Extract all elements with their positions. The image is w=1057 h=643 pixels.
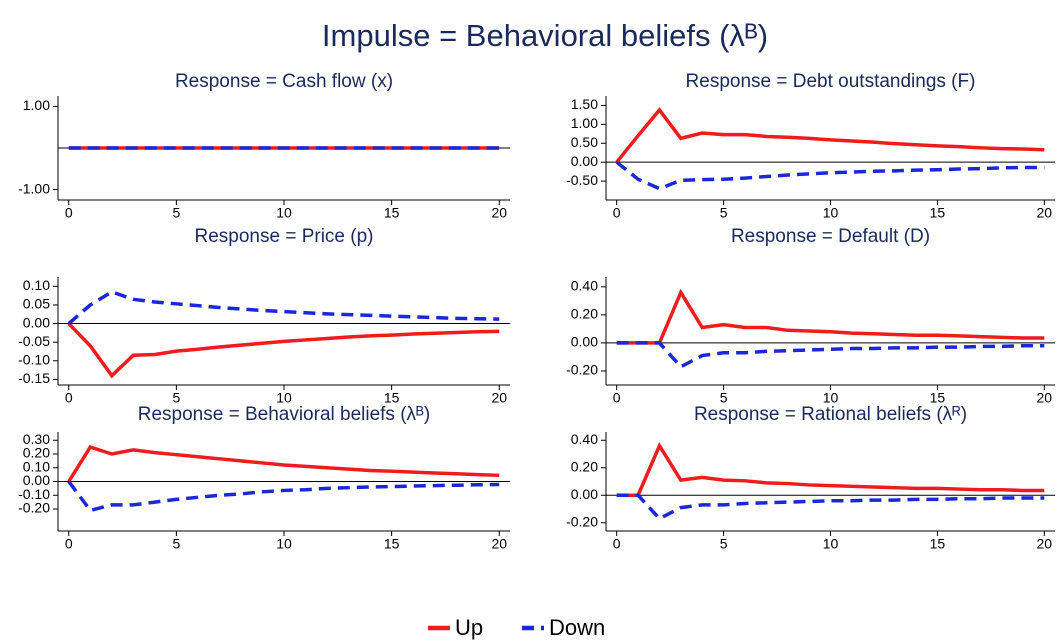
series-line bbox=[67, 322, 500, 379]
x-tick-label: 20 bbox=[1037, 536, 1053, 552]
x-tick-label: 20 bbox=[491, 390, 507, 406]
y-tick-label: 1.50 bbox=[571, 96, 598, 112]
series-line bbox=[67, 289, 500, 325]
y-tick-label: 0.20 bbox=[571, 306, 598, 322]
series-line bbox=[616, 341, 1045, 369]
series-line bbox=[615, 107, 1045, 164]
series-line bbox=[67, 480, 500, 513]
x-tick-label: 10 bbox=[823, 536, 839, 552]
y-tick-label: 0.00 bbox=[571, 334, 598, 350]
x-tick-label: 10 bbox=[823, 390, 839, 406]
y-tick-label: 0.50 bbox=[571, 134, 598, 150]
x-tick-label: 10 bbox=[823, 205, 839, 221]
subplot-title: Response = Debt outstandings (F) bbox=[686, 71, 976, 92]
x-tick-label: 5 bbox=[720, 536, 728, 552]
x-tick-label: 0 bbox=[613, 205, 621, 221]
series-line bbox=[616, 493, 1045, 521]
x-tick-label: 10 bbox=[276, 205, 292, 221]
x-tick-label: 0 bbox=[65, 205, 73, 221]
x-tick-label: 15 bbox=[384, 205, 400, 221]
legend-label: Up bbox=[455, 615, 483, 640]
x-tick-label: 10 bbox=[276, 390, 292, 406]
x-tick-label: 0 bbox=[65, 536, 73, 552]
y-tick-label: 0.30 bbox=[23, 431, 50, 447]
x-tick-label: 15 bbox=[384, 536, 400, 552]
y-tick-label: 0.40 bbox=[571, 278, 598, 294]
x-tick-label: 15 bbox=[930, 390, 946, 406]
y-tick-label: -0.20 bbox=[566, 513, 598, 529]
y-tick-label: 0.20 bbox=[23, 445, 50, 461]
y-tick-label: -0.05 bbox=[18, 333, 50, 349]
x-tick-label: 20 bbox=[1037, 390, 1053, 406]
y-tick-label: -0.20 bbox=[18, 500, 50, 516]
y-tick-label: 0.20 bbox=[571, 458, 598, 474]
x-tick-label: 0 bbox=[613, 536, 621, 552]
y-tick-label: 1.00 bbox=[571, 115, 598, 131]
y-tick-label: 0.05 bbox=[23, 296, 50, 312]
series-line bbox=[615, 160, 1045, 191]
y-tick-label: 0.00 bbox=[23, 472, 50, 488]
subplot-title: Response = Behavioral beliefs (λᴮ) bbox=[138, 404, 431, 425]
subplot-title: Response = Cash flow (x) bbox=[175, 71, 393, 92]
legend-label: Down bbox=[549, 615, 605, 640]
x-tick-label: 5 bbox=[720, 390, 728, 406]
x-tick-label: 15 bbox=[930, 536, 946, 552]
series-line bbox=[616, 288, 1045, 345]
y-tick-label: -0.20 bbox=[566, 362, 598, 378]
y-tick-label: 0.10 bbox=[23, 277, 50, 293]
x-tick-label: 15 bbox=[384, 390, 400, 406]
y-tick-label: -1.00 bbox=[18, 180, 50, 196]
y-tick-label: 0.00 bbox=[571, 486, 598, 502]
y-tick-label: 0.00 bbox=[23, 314, 50, 330]
x-tick-label: 15 bbox=[930, 205, 946, 221]
x-tick-label: 20 bbox=[491, 536, 507, 552]
x-tick-label: 5 bbox=[172, 205, 180, 221]
subplot-title: Response = Default (D) bbox=[731, 226, 930, 247]
series-line bbox=[616, 441, 1045, 497]
y-tick-label: -0.10 bbox=[18, 486, 50, 502]
subplot-title: Response = Price (p) bbox=[195, 226, 374, 247]
x-tick-label: 0 bbox=[613, 390, 621, 406]
y-tick-label: 0.10 bbox=[23, 458, 50, 474]
x-tick-label: 5 bbox=[172, 390, 180, 406]
y-tick-label: -0.15 bbox=[18, 370, 50, 386]
y-tick-label: 1.00 bbox=[23, 97, 50, 113]
x-tick-label: 0 bbox=[65, 390, 73, 406]
x-tick-label: 20 bbox=[1037, 205, 1053, 221]
x-tick-label: 5 bbox=[720, 205, 728, 221]
y-tick-label: -0.10 bbox=[18, 351, 50, 367]
x-tick-label: 5 bbox=[172, 536, 180, 552]
x-tick-label: 10 bbox=[276, 536, 292, 552]
y-tick-label: 0.40 bbox=[571, 431, 598, 447]
subplot-title: Response = Rational beliefs (λᴿ) bbox=[694, 404, 967, 425]
y-tick-label: 0.00 bbox=[571, 153, 598, 169]
x-tick-label: 20 bbox=[491, 205, 507, 221]
series-line bbox=[67, 445, 500, 483]
y-tick-label: -0.50 bbox=[566, 172, 598, 188]
chart-title: Impulse = Behavioral beliefs (λᴮ) bbox=[322, 18, 768, 53]
